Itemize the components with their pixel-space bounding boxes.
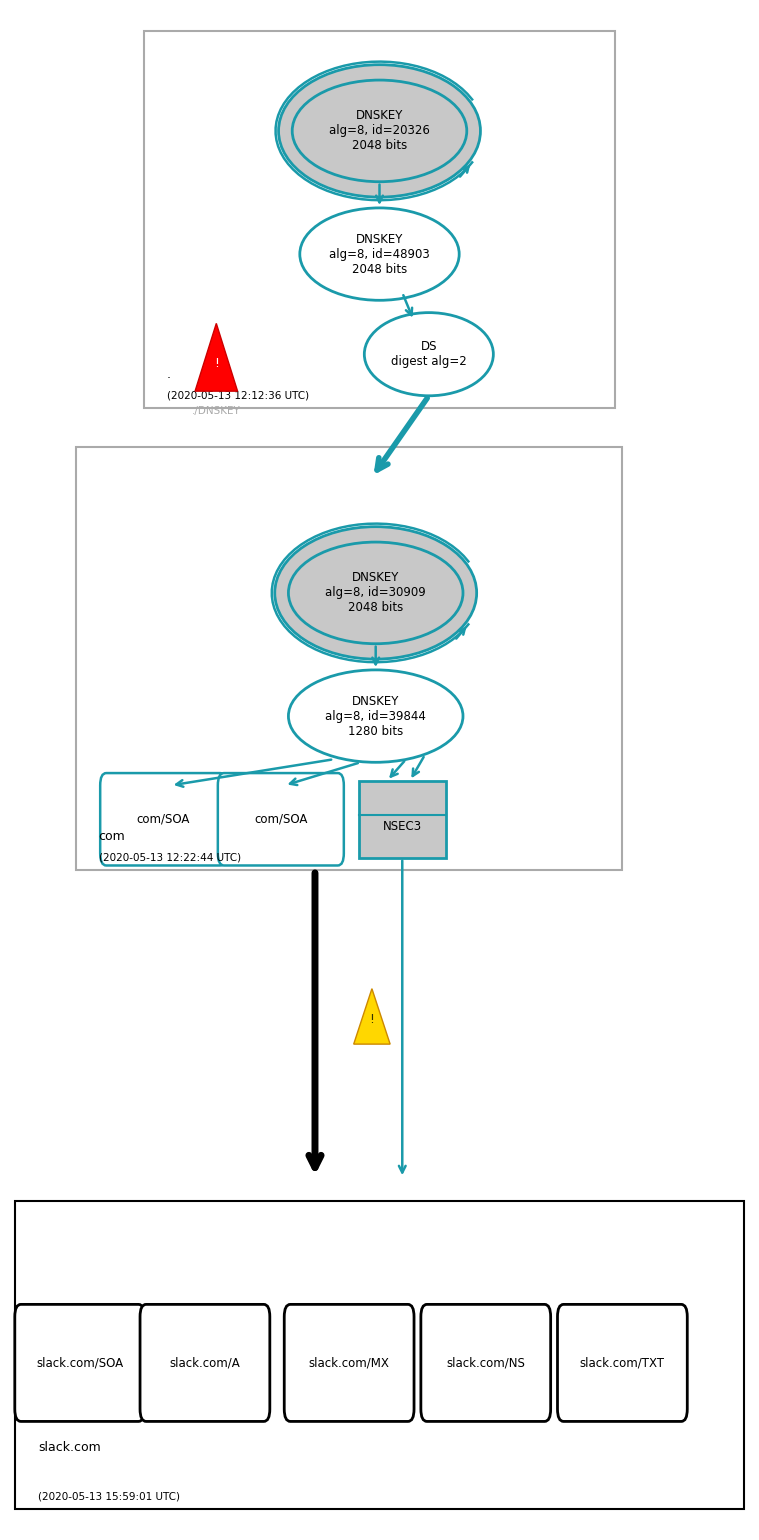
Text: slack.com/SOA: slack.com/SOA (36, 1357, 123, 1369)
Text: com/SOA: com/SOA (137, 813, 190, 825)
Ellipse shape (288, 670, 463, 762)
Ellipse shape (279, 65, 480, 197)
Ellipse shape (300, 208, 459, 300)
Text: DNSKEY
alg=8, id=30909
2048 bits: DNSKEY alg=8, id=30909 2048 bits (326, 571, 426, 614)
FancyBboxPatch shape (557, 1304, 688, 1421)
Text: !: ! (370, 1013, 374, 1026)
Text: (2020-05-13 15:59:01 UTC): (2020-05-13 15:59:01 UTC) (38, 1492, 180, 1502)
FancyBboxPatch shape (140, 1304, 270, 1421)
Text: !: ! (214, 357, 219, 370)
Text: slack.com/MX: slack.com/MX (309, 1357, 389, 1369)
Ellipse shape (364, 313, 493, 396)
Text: DNSKEY
alg=8, id=20326
2048 bits: DNSKEY alg=8, id=20326 2048 bits (329, 109, 430, 152)
Text: NSEC3: NSEC3 (383, 821, 422, 833)
Text: (2020-05-13 12:22:44 UTC): (2020-05-13 12:22:44 UTC) (99, 853, 241, 862)
FancyBboxPatch shape (284, 1304, 414, 1421)
Ellipse shape (288, 542, 463, 644)
FancyBboxPatch shape (218, 773, 344, 865)
Polygon shape (354, 989, 390, 1044)
Text: DNSKEY
alg=8, id=39844
1280 bits: DNSKEY alg=8, id=39844 1280 bits (326, 695, 426, 738)
Text: com/SOA: com/SOA (254, 813, 307, 825)
Text: slack.com/NS: slack.com/NS (446, 1357, 525, 1369)
Ellipse shape (275, 527, 477, 659)
Text: slack.com/A: slack.com/A (169, 1357, 241, 1369)
FancyBboxPatch shape (359, 781, 446, 858)
Text: slack.com/TXT: slack.com/TXT (580, 1357, 665, 1369)
Text: DS
digest alg=2: DS digest alg=2 (391, 340, 467, 368)
FancyBboxPatch shape (100, 773, 226, 865)
FancyBboxPatch shape (420, 1304, 551, 1421)
Text: (2020-05-13 12:12:36 UTC): (2020-05-13 12:12:36 UTC) (167, 391, 309, 400)
FancyBboxPatch shape (76, 447, 622, 870)
Text: .: . (167, 368, 171, 380)
FancyBboxPatch shape (144, 31, 615, 408)
Text: DNSKEY
alg=8, id=48903
2048 bits: DNSKEY alg=8, id=48903 2048 bits (329, 233, 430, 276)
Text: ./DNSKEY: ./DNSKEY (192, 407, 241, 416)
Polygon shape (195, 323, 238, 391)
FancyBboxPatch shape (15, 1201, 744, 1509)
FancyBboxPatch shape (14, 1304, 144, 1421)
Text: com: com (99, 830, 125, 842)
Ellipse shape (292, 80, 467, 182)
Text: slack.com: slack.com (38, 1441, 101, 1454)
